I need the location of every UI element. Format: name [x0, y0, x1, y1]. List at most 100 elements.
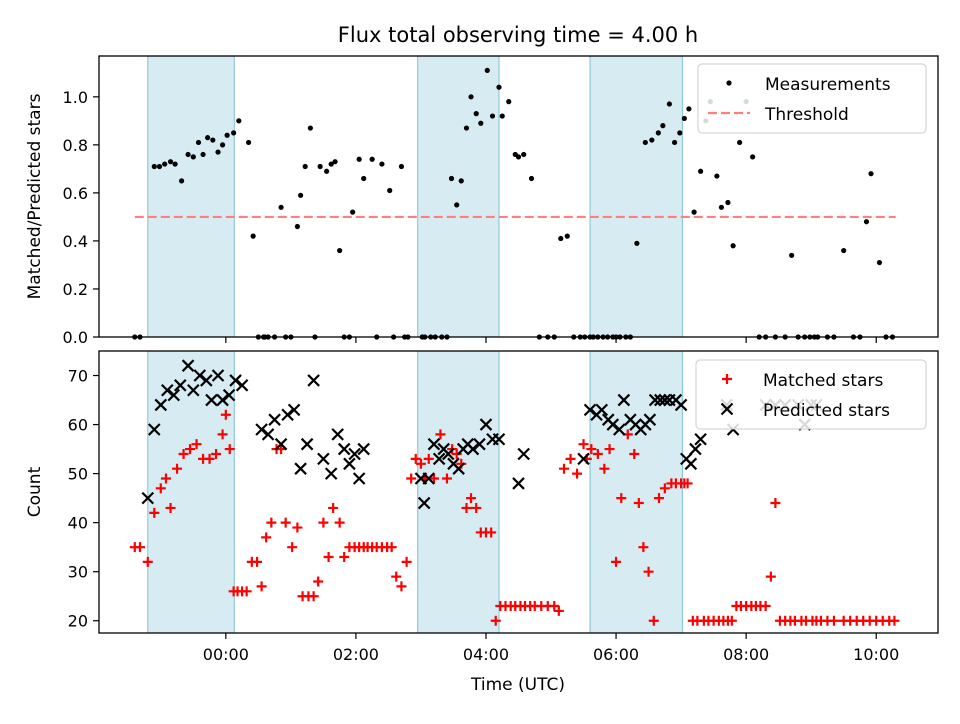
bottom-matched-point — [435, 429, 446, 440]
bottom-matched-point — [211, 448, 222, 459]
bottom-predicted-point — [417, 496, 431, 510]
bottom-legend-predicted-marker — [720, 402, 734, 416]
top-measurement-point — [172, 161, 178, 167]
bottom-predicted-point — [174, 379, 187, 392]
bottom-y-tick-label: 30 — [68, 563, 88, 582]
bottom-matched-point — [553, 605, 564, 616]
bottom-matched-point — [339, 551, 350, 562]
top-measurement-point — [714, 173, 720, 179]
top-measurement-point — [698, 168, 704, 174]
bottom-legend-predicted-label: Predicted stars — [763, 401, 890, 421]
bottom-matched-point — [565, 453, 576, 464]
bottom-matched-point — [308, 591, 319, 602]
x-axis-label: Time (UTC) — [470, 675, 565, 695]
top-axes-frame — [98, 55, 939, 338]
bottom-matched-point — [828, 615, 839, 626]
bottom-matched-point — [572, 468, 583, 479]
top-measurement-point — [528, 175, 535, 182]
top-measurement-point — [205, 135, 211, 141]
bottom-matched-point — [889, 615, 900, 626]
bottom-matched-point — [586, 444, 597, 455]
bottom-predicted-point — [658, 393, 672, 407]
bottom-predicted-point — [216, 393, 229, 407]
bottom-matched-point — [292, 522, 303, 533]
top-measurement-point — [750, 154, 756, 160]
bottom-matched-point — [682, 478, 693, 489]
top-measurement-point — [478, 120, 484, 126]
bottom-matched-point — [549, 601, 560, 612]
bottom-predicted-point — [617, 393, 631, 407]
top-measurement-point — [671, 139, 678, 146]
bottom-predicted-point — [613, 423, 626, 436]
bottom-predicted-point — [595, 403, 609, 417]
top-measurement-point — [350, 209, 356, 215]
top-measurement-point — [278, 204, 284, 210]
bottom-predicted-point — [229, 374, 242, 387]
bottom-predicted-point — [294, 462, 307, 475]
bottom-matched-point — [266, 517, 277, 528]
bottom-matched-point — [287, 542, 298, 553]
top-measurement-point — [730, 243, 736, 249]
bottom-legend-matched-label: Matched stars — [763, 371, 883, 391]
bottom-predicted-point — [473, 437, 486, 451]
bottom-matched-point — [428, 473, 439, 484]
bottom-matched-point — [423, 453, 434, 464]
top-measurement-point — [337, 247, 343, 254]
bottom-predicted-point — [343, 457, 356, 471]
top-measurement-point — [681, 115, 687, 122]
bottom-panel: 20 30 40 50 60 70 00:00 02:00 04:00 06:00 08:00 10:… — [25, 350, 939, 664]
bottom-y-tick-label: 50 — [68, 465, 88, 484]
top-measurement-point — [210, 137, 216, 143]
top-measurement-point — [200, 151, 206, 158]
bottom-matched-point — [441, 473, 452, 484]
top-panel: 0.0 0.2 0.4 0.6 0.8 1.0 Matched/Predicted star… — [25, 55, 939, 347]
top-measurement-point — [642, 139, 648, 146]
bottom-y-tick-label: 70 — [68, 367, 88, 386]
top-measurement-point — [379, 161, 385, 167]
bottom-matched-point — [217, 429, 228, 440]
top-y-tick-label: 0.2 — [63, 280, 88, 299]
bottom-matched-point — [466, 493, 477, 504]
bottom-predicted-point — [643, 413, 657, 426]
bottom-predicted-point — [161, 383, 174, 397]
top-measurement-point — [463, 125, 470, 131]
bottom-predicted-point — [141, 491, 155, 505]
top-measurement-point — [655, 130, 661, 136]
bottom-legend-box — [695, 359, 927, 430]
bottom-matched-point — [261, 532, 272, 543]
bottom-matched-point — [178, 448, 189, 459]
top-measurement-point — [564, 233, 570, 239]
bottom-matched-point — [726, 615, 737, 626]
bottom-matched-point — [313, 576, 324, 587]
top-measurement-point — [231, 130, 237, 136]
bottom-predicted-point — [348, 447, 361, 461]
bottom-matched-point — [185, 444, 196, 455]
top-y-tick-label: 1.0 — [63, 88, 88, 107]
top-measurement-point — [219, 142, 226, 148]
top-measurement-point — [725, 199, 731, 206]
top-measurement-point — [250, 233, 256, 239]
bottom-matched-point — [406, 473, 417, 484]
bottom-matched-point — [328, 502, 339, 513]
bottom-predicted-point — [577, 452, 590, 466]
bottom-predicted-point — [689, 442, 702, 456]
bottom-predicted-point — [307, 374, 320, 387]
top-measurement-point — [324, 168, 330, 174]
top-measurement-point — [458, 178, 464, 184]
bottom-predicted-point — [694, 433, 707, 446]
bottom-legend-matched-marker — [722, 374, 732, 384]
bottom-predicted-point — [452, 462, 465, 475]
bottom-matched-point — [318, 517, 329, 528]
bottom-matched-point — [220, 409, 231, 420]
bottom-predicted-point — [583, 403, 597, 417]
bottom-x-tick-label: 04:00 — [463, 645, 509, 664]
bottom-predicted-point — [517, 447, 530, 461]
bottom-predicted-point — [331, 428, 344, 441]
top-measurement-point — [789, 252, 795, 258]
bottom-x-tick-label: 00:00 — [203, 645, 249, 664]
bottom-matched-point — [451, 448, 462, 459]
bottom-predicted-point — [268, 413, 281, 426]
chart-title: Flux total observing time = 4.00 h — [338, 23, 698, 47]
top-measurement-point — [190, 154, 196, 160]
